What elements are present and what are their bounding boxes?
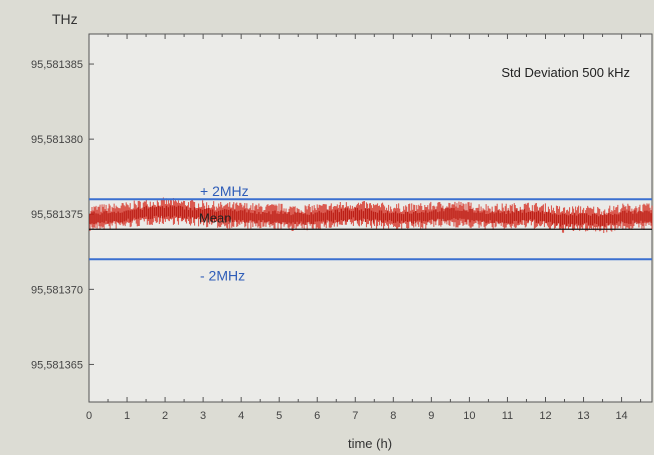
x-tick-label: 2 <box>162 410 168 422</box>
x-tick-label: 0 <box>86 410 92 422</box>
x-tick-label: 5 <box>276 410 282 422</box>
x-tick-label: 10 <box>463 410 475 422</box>
lower-band-label: - 2MHz <box>200 267 245 283</box>
data-trace <box>89 197 653 233</box>
data-trace-core <box>89 205 652 227</box>
y-tick-label: 95,581365 <box>31 359 83 371</box>
x-tick-label: 4 <box>238 410 244 422</box>
x-tick-label: 6 <box>314 410 320 422</box>
x-axis-label: time (h) <box>348 436 392 451</box>
x-ticks: 0 1 2 3 4 5 6 7 8 9 10 11 12 13 14 <box>86 34 642 422</box>
y-tick-label: 95,581375 <box>31 209 83 221</box>
upper-band-label: + 2MHz <box>200 183 249 199</box>
x-tick-label: 11 <box>502 410 513 422</box>
x-tick-label: 1 <box>124 410 130 422</box>
y-tick-label: 95,581380 <box>31 134 83 146</box>
y-ticks: 95,581365 95,581370 95,581375 95,581380 95,5… <box>31 59 94 371</box>
x-tick-label: 13 <box>577 410 589 422</box>
x-tick-label: 14 <box>615 410 627 422</box>
std-deviation-annotation: Std Deviation 500 kHz <box>501 65 630 80</box>
x-tick-label: 8 <box>390 410 396 422</box>
x-tick-label: 12 <box>539 410 551 422</box>
y-tick-label: 95,581370 <box>31 284 83 296</box>
y-unit-label: THz <box>52 11 78 27</box>
y-tick-label: 95,581385 <box>31 59 83 71</box>
x-tick-label: 9 <box>428 410 434 422</box>
x-tick-label: 3 <box>200 410 206 422</box>
mean-label: Mean <box>199 210 232 225</box>
x-tick-label: 7 <box>352 410 358 422</box>
